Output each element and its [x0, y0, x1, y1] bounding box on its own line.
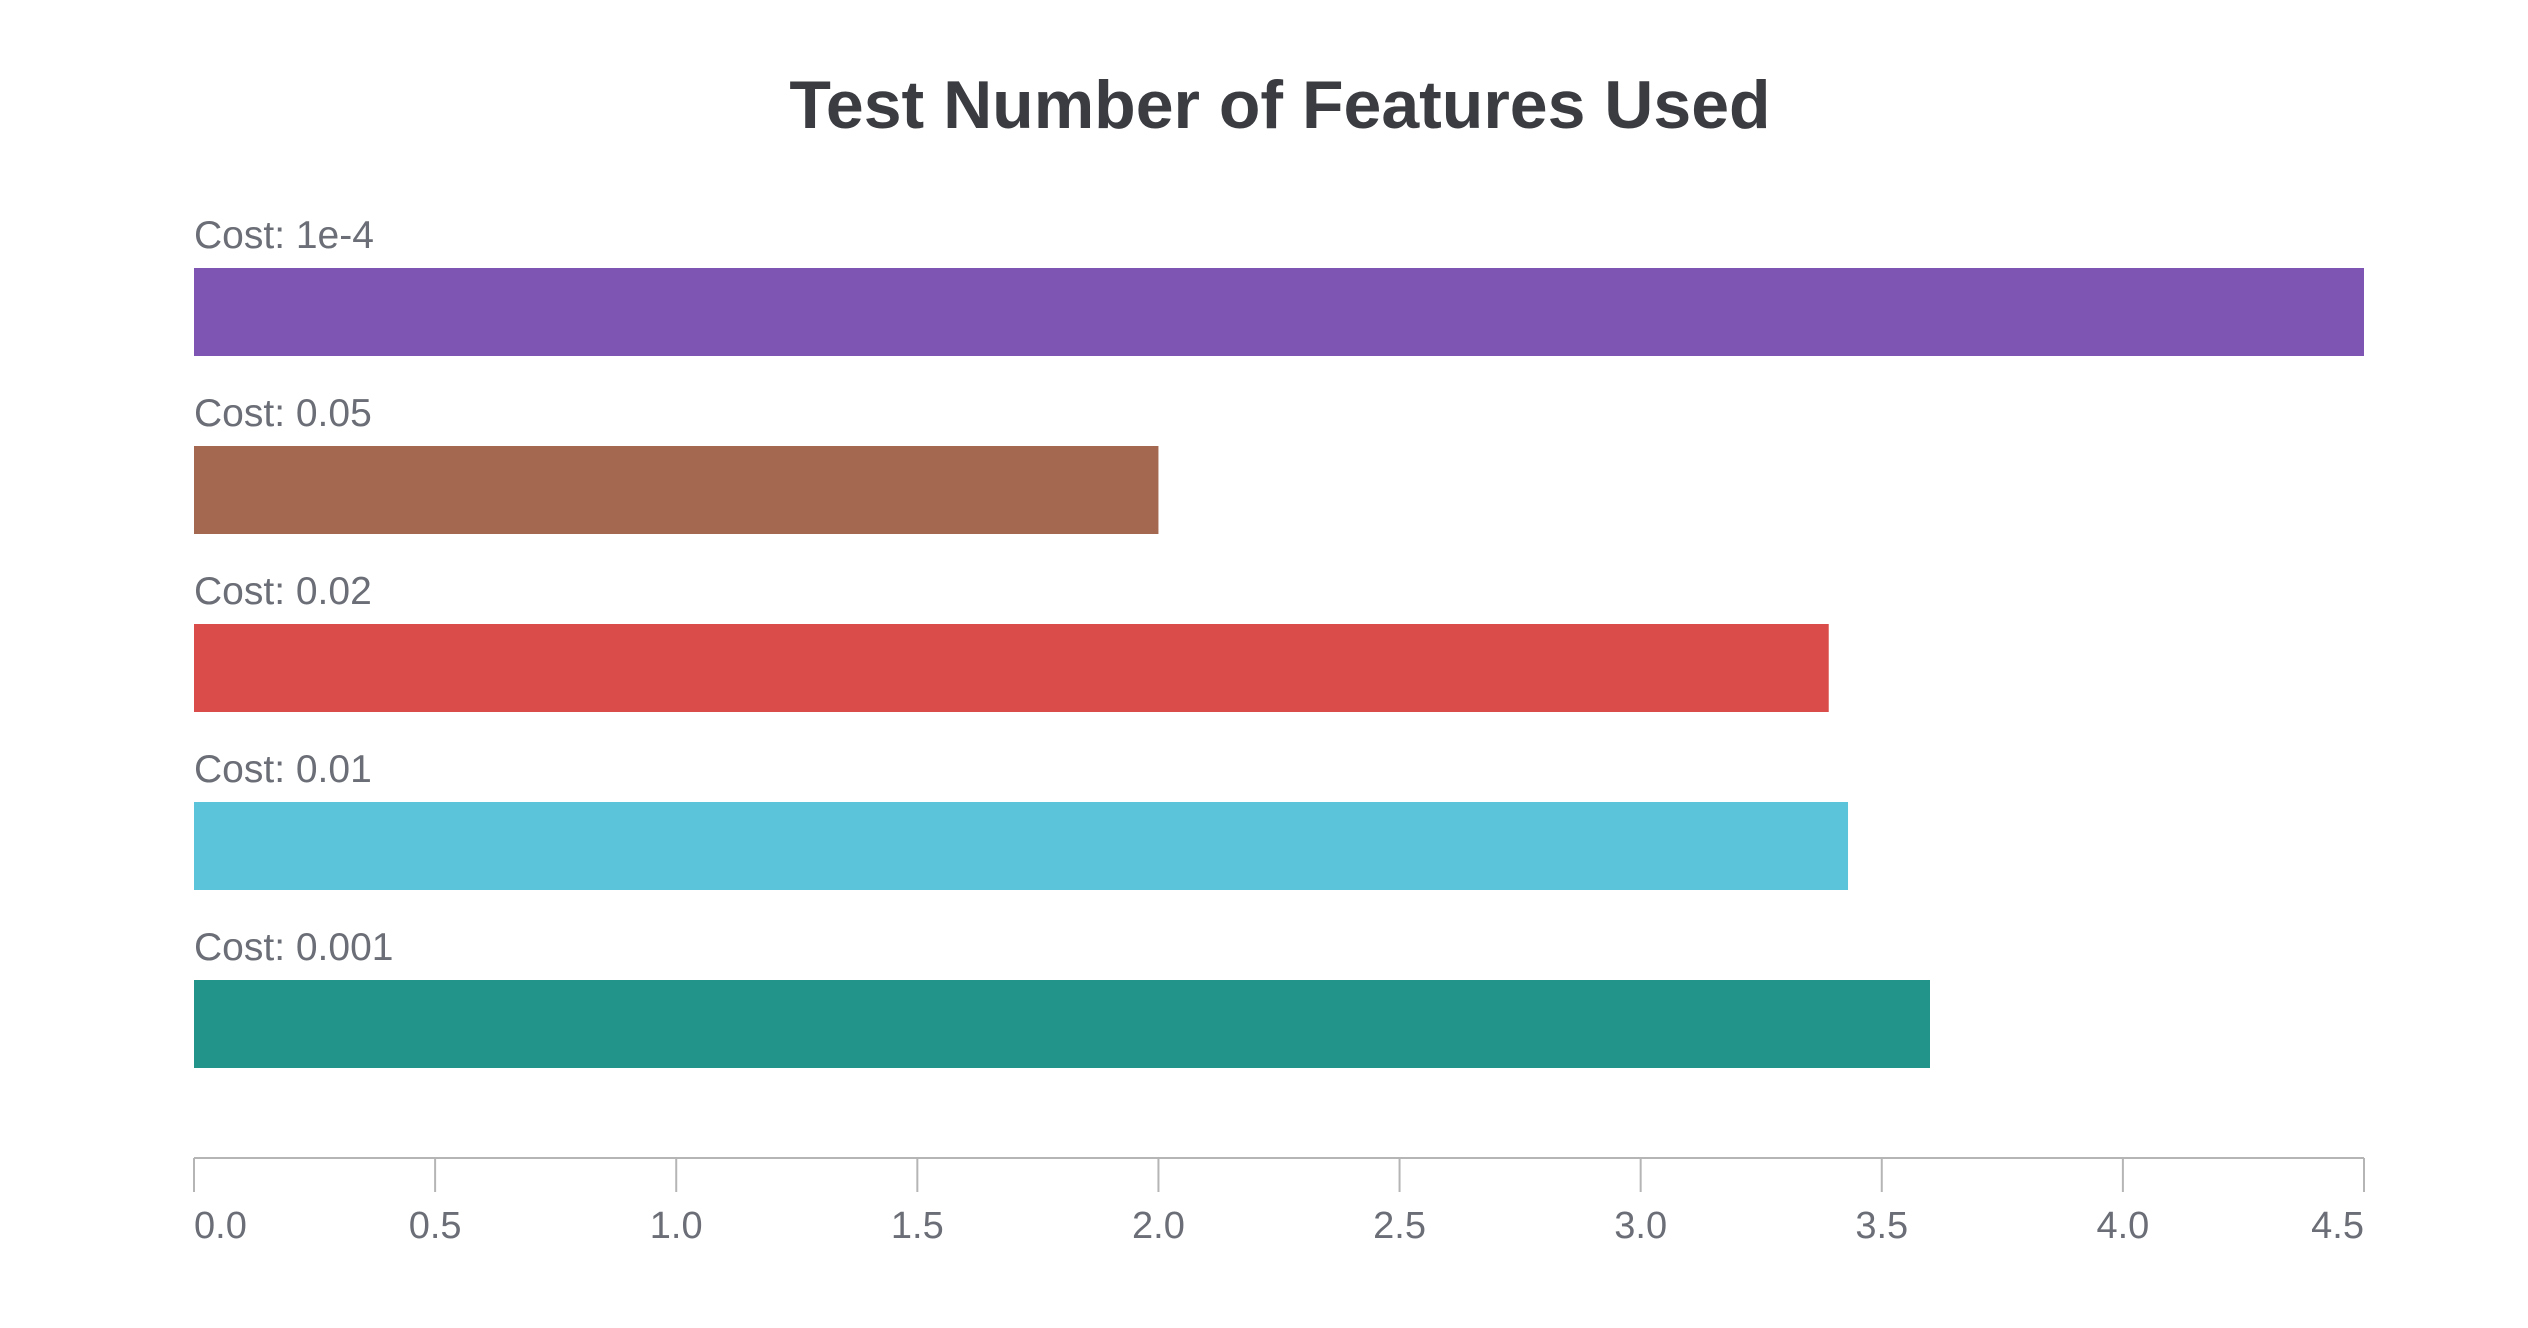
bar — [194, 624, 1829, 712]
category-label: Cost: 1e-4 — [194, 214, 374, 257]
x-tick-label: 3.5 — [1855, 1205, 1908, 1247]
x-tick-label: 1.5 — [891, 1205, 944, 1247]
category-label: Cost: 0.02 — [194, 570, 372, 613]
x-tick-label: 4.5 — [2311, 1205, 2364, 1247]
x-tick-label: 4.0 — [2096, 1205, 2149, 1247]
x-tick-label: 3.0 — [1614, 1205, 1667, 1247]
x-tick-label: 2.0 — [1132, 1205, 1185, 1247]
bar — [194, 268, 2364, 356]
x-tick-label: 2.5 — [1373, 1205, 1426, 1247]
bars-group: Cost: 1e-4 Cost: 0.05 Cost: 0.02 Cost: 0.01… — [194, 214, 2364, 1068]
x-tick-label: 1.0 — [650, 1205, 703, 1247]
x-tick-label: 0.5 — [409, 1205, 462, 1247]
chart-title: Test Number of Features Used — [789, 67, 1770, 143]
x-axis: 0.0 0.5 1.0 1.5 2.0 2.5 3.0 3.5 4.0 4.5 — [193, 1157, 2365, 1247]
x-tick-label: 0.0 — [194, 1205, 247, 1247]
category-label: Cost: 0.01 — [194, 748, 372, 791]
category-label: Cost: 0.001 — [194, 926, 393, 969]
bar — [194, 446, 1159, 534]
category-label: Cost: 0.05 — [194, 392, 372, 435]
bar — [194, 980, 1930, 1068]
bar — [194, 802, 1849, 890]
